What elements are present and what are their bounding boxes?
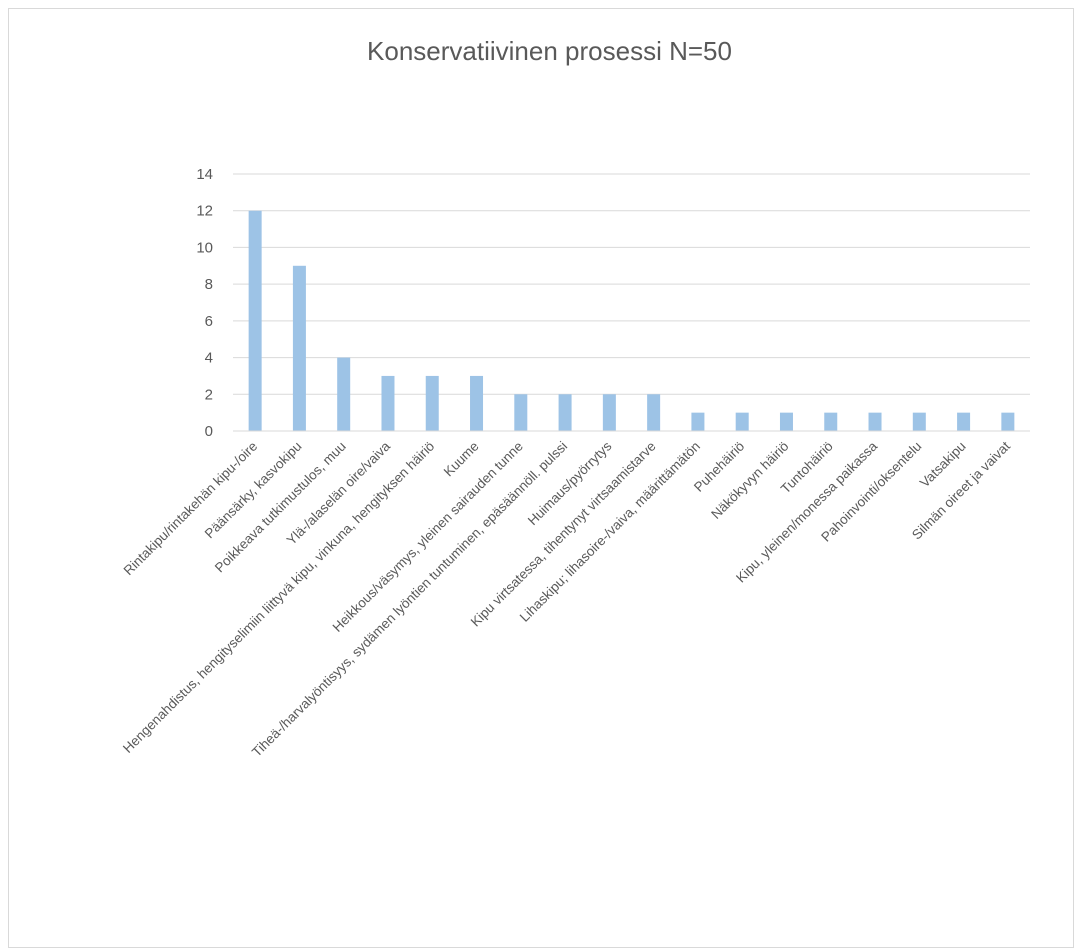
bar: [514, 394, 528, 431]
bar: [647, 394, 661, 431]
bar: [248, 210, 262, 431]
bar: [824, 412, 838, 431]
chart-frame: [8, 8, 1074, 948]
y-tick-label: 0: [205, 423, 213, 440]
bar: [337, 357, 351, 431]
bar: [957, 412, 971, 431]
x-category-label: Hengenahdistus, hengityselimiin liittyvä…: [120, 439, 437, 756]
bars: [248, 210, 1015, 431]
y-tick-label: 14: [196, 166, 213, 183]
chart-plot: 0 2 4 6 8 10 12 14 Rintakipu/rintakehän kipu-/o…: [120, 166, 1030, 760]
bar: [558, 394, 572, 431]
y-axis-ticks: 0 2 4 6 8 10 12 14: [196, 166, 213, 440]
y-tick-label: 10: [196, 239, 213, 256]
bar: [470, 375, 484, 431]
y-tick-label: 8: [205, 276, 213, 293]
bar: [381, 375, 395, 431]
gridlines: [233, 173, 1030, 395]
bar: [425, 375, 439, 431]
bar: [602, 394, 616, 431]
bar: [1001, 412, 1015, 431]
bar: [292, 265, 306, 431]
bar: [912, 412, 926, 431]
x-category-label: Kuume: [441, 439, 482, 480]
bar: [735, 412, 749, 431]
x-axis-labels: Rintakipu/rintakehän kipu-/oirePäänsärky…: [120, 438, 1013, 760]
bar: [691, 412, 705, 431]
x-category-label: Näkökyvyn häiriö: [708, 439, 791, 522]
chart-title: Konservatiivinen prosessi N=50: [367, 36, 732, 66]
y-tick-label: 2: [205, 386, 213, 403]
bar: [868, 412, 882, 431]
y-tick-label: 6: [205, 313, 213, 330]
y-tick-label: 12: [196, 203, 213, 220]
bar: [779, 412, 793, 431]
y-tick-label: 4: [205, 350, 213, 367]
x-category-label: Huimaus/pyörrytys: [525, 438, 615, 528]
